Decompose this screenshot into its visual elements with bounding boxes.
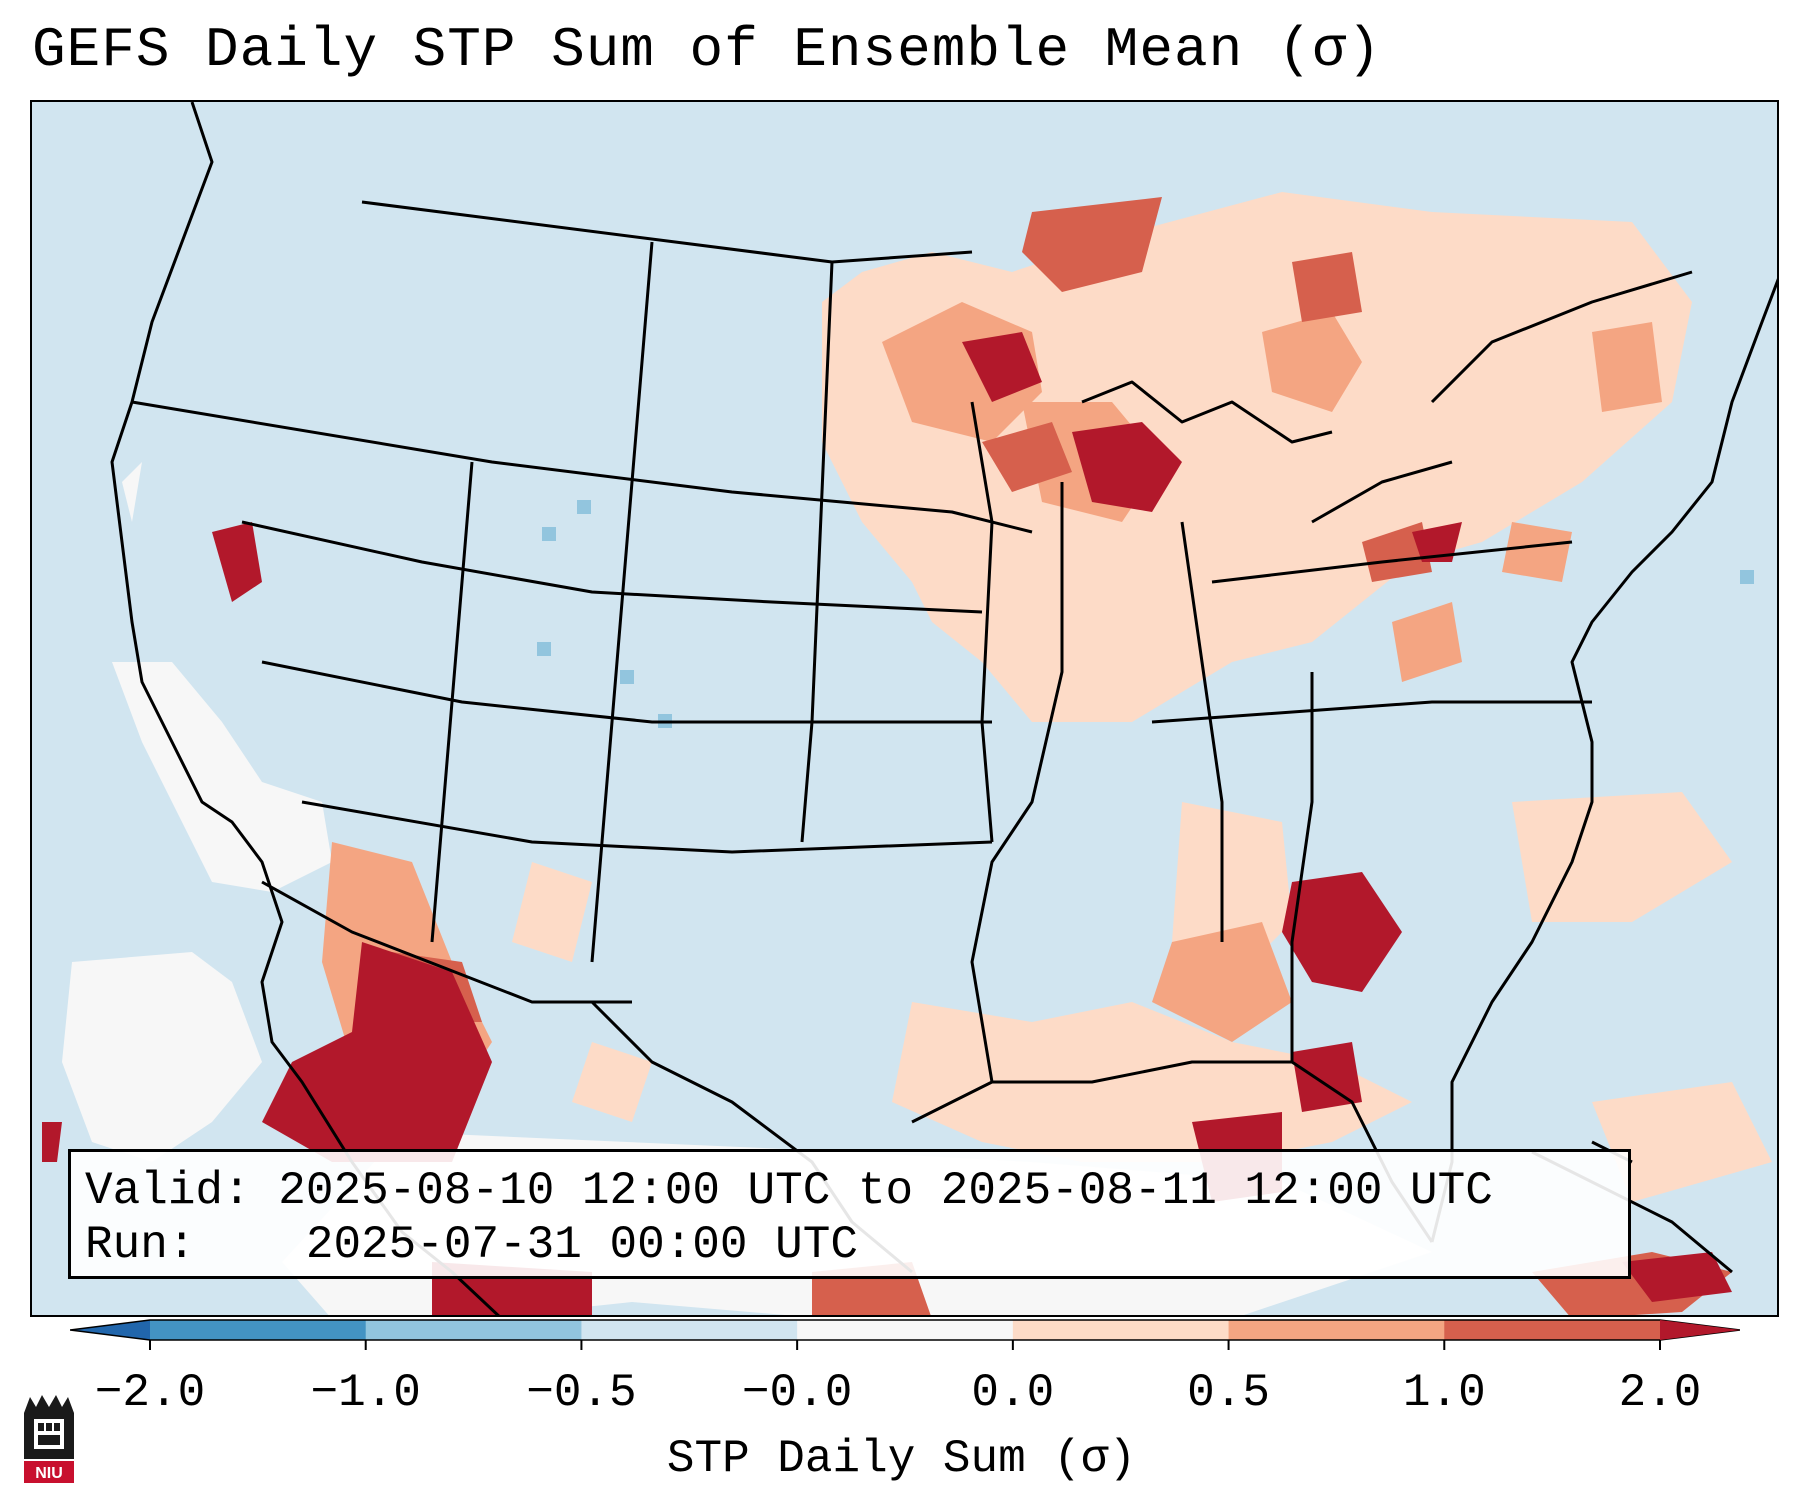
colorbar-segment xyxy=(1012,1320,1230,1340)
colorbar-segments xyxy=(70,1319,1740,1341)
niu-logo-icon: NIU xyxy=(24,1395,74,1483)
valid-row: Valid: 2025-08-10 12:00 UTC to 2025-08-1… xyxy=(85,1164,1614,1218)
colorbar-segment xyxy=(365,1320,582,1340)
run-row: Run: 2025-07-31 00:00 UTC xyxy=(85,1218,1614,1272)
colorbar-tick-label: −1.0 xyxy=(310,1367,421,1419)
colorbar-tick-label: −0.5 xyxy=(526,1367,637,1419)
colorbar-segment xyxy=(1228,1320,1445,1340)
colorbar-extend-high xyxy=(1660,1320,1740,1340)
valid-value: 2025-08-10 12:00 UTC to 2025-08-11 12:00… xyxy=(278,1165,1493,1217)
map-panel xyxy=(30,100,1779,1317)
logo-text: NIU xyxy=(35,1465,63,1482)
valid-label: Valid: xyxy=(85,1165,251,1217)
colorbar-tick-marks xyxy=(149,1340,1661,1350)
run-value: 2025-07-31 00:00 UTC xyxy=(305,1219,858,1271)
colorbar xyxy=(70,1319,1740,1350)
colorbar-tick-label: 2.0 xyxy=(1618,1367,1702,1419)
light-field xyxy=(512,192,1772,1202)
map-canvas xyxy=(42,102,1777,1315)
colorbar-extend-low xyxy=(70,1320,150,1340)
colorbar-tick-label: −0.0 xyxy=(741,1367,853,1419)
colorbar-tick-label: −2.0 xyxy=(94,1367,206,1419)
colorbar-label: STP Daily Sum (σ) xyxy=(666,1433,1137,1485)
colorbar-tick-label: 1.0 xyxy=(1402,1367,1486,1419)
negative-field xyxy=(537,500,1754,728)
colorbar-segment xyxy=(797,1320,1014,1340)
colorbar-segment xyxy=(150,1320,367,1340)
colorbar-segment xyxy=(581,1320,798,1340)
valid-run-box: Valid: 2025-08-10 12:00 UTC to 2025-08-1… xyxy=(68,1149,1631,1279)
map-title: GEFS Daily STP Sum of Ensemble Mean (σ) xyxy=(32,18,1382,82)
colorbar-tick-label: 0.0 xyxy=(971,1367,1055,1419)
colorbar-segment xyxy=(1444,1320,1661,1340)
colorbar-tick-label: 0.5 xyxy=(1187,1367,1270,1419)
run-label: Run: xyxy=(85,1219,196,1271)
